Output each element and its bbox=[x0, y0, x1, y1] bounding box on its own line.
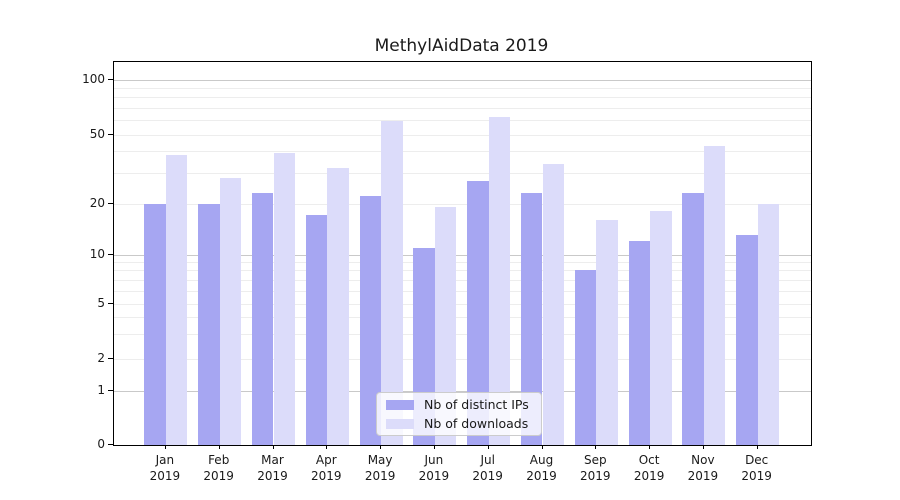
legend-label-distinct-ips: Nb of distinct IPs bbox=[424, 397, 529, 412]
y-tick-mark-50 bbox=[108, 133, 113, 135]
bar-downloads-aug bbox=[542, 163, 565, 445]
gridline-minor-20 bbox=[114, 203, 811, 205]
gridline-minor-60 bbox=[114, 120, 811, 122]
x-tick-mark-may bbox=[380, 445, 382, 449]
y-tick-mark-2 bbox=[108, 357, 113, 359]
bar-distinct-ips-jan bbox=[144, 203, 166, 445]
gridline-major-1 bbox=[114, 391, 811, 392]
plot-area bbox=[113, 61, 812, 446]
x-tick-mark-feb bbox=[218, 445, 220, 449]
x-tick-mark-jul bbox=[487, 445, 489, 449]
legend-swatch-distinct-ips bbox=[386, 399, 414, 410]
bar-downloads-apr bbox=[327, 168, 349, 445]
x-tick-mark-aug bbox=[541, 445, 543, 449]
x-tick-label-sep: Sep 2019 bbox=[580, 453, 611, 483]
gridline-minor-40 bbox=[114, 151, 811, 153]
y-tick-label-1: 1 bbox=[97, 383, 105, 397]
gridline-major-10 bbox=[114, 254, 811, 256]
x-tick-label-oct: Oct 2019 bbox=[633, 453, 665, 483]
gridline-minor-2 bbox=[114, 358, 811, 360]
bar-distinct-ips-mar bbox=[251, 192, 274, 445]
bar-distinct-ips-sep bbox=[574, 270, 597, 445]
gridline-minor-5 bbox=[114, 303, 811, 305]
x-tick-label-aug: Aug 2019 bbox=[526, 453, 557, 483]
gridline-minor-9 bbox=[114, 261, 811, 263]
gridline-minor-70 bbox=[114, 107, 811, 109]
gridline-minor-6 bbox=[114, 290, 811, 292]
x-tick-mark-jun bbox=[433, 445, 435, 449]
gridline-minor-90 bbox=[114, 87, 811, 89]
y-tick-label-100: 100 bbox=[82, 71, 105, 86]
x-tick-mark-mar bbox=[272, 445, 274, 449]
x-tick-label-may: May 2019 bbox=[364, 453, 396, 483]
y-tick-mark-100 bbox=[108, 78, 113, 80]
gridline-minor-3 bbox=[114, 334, 811, 336]
bar-downloads-jul bbox=[488, 117, 511, 445]
y-tick-mark-10 bbox=[108, 253, 113, 255]
x-tick-label-jul: Jul 2019 bbox=[472, 453, 503, 483]
x-tick-label-apr: Apr 2019 bbox=[311, 453, 342, 483]
bar-distinct-ips-dec bbox=[736, 235, 758, 445]
x-tick-label-mar: Mar 2019 bbox=[257, 453, 288, 483]
y-tick-label-20: 20 bbox=[89, 195, 105, 210]
bar-downloads-dec bbox=[757, 203, 780, 445]
bar-downloads-feb bbox=[219, 178, 242, 445]
y-tick-mark-1 bbox=[108, 390, 113, 391]
legend-item-downloads: Nb of downloads bbox=[377, 416, 541, 431]
bar-downloads-may bbox=[381, 121, 403, 445]
x-tick-mark-sep bbox=[595, 445, 597, 449]
chart-title: MethylAidData 2019 bbox=[374, 36, 549, 56]
x-tick-mark-apr bbox=[326, 445, 328, 449]
bar-downloads-mar bbox=[273, 153, 296, 445]
y-tick-label-0: 0 bbox=[97, 437, 105, 451]
bar-downloads-jan bbox=[165, 155, 188, 445]
bar-distinct-ips-may bbox=[359, 196, 382, 445]
x-tick-label-nov: Nov 2019 bbox=[687, 453, 719, 483]
bar-downloads-oct bbox=[650, 211, 672, 445]
bar-distinct-ips-oct bbox=[628, 241, 651, 445]
y-tick-label-2: 2 bbox=[97, 350, 105, 365]
bar-downloads-sep bbox=[596, 219, 618, 445]
y-tick-label-10: 10 bbox=[89, 246, 105, 261]
y-tick-mark-0 bbox=[108, 444, 113, 445]
gridline-minor-50 bbox=[114, 134, 811, 136]
x-tick-mark-dec bbox=[756, 445, 758, 449]
bar-downloads-jun bbox=[434, 207, 457, 445]
x-tick-mark-oct bbox=[649, 445, 651, 449]
gridline-minor-7 bbox=[114, 279, 811, 281]
legend-item-distinct-ips: Nb of distinct IPs bbox=[377, 397, 541, 412]
x-tick-mark-nov bbox=[702, 445, 704, 449]
x-tick-mark-jan bbox=[164, 445, 166, 449]
x-tick-label-dec: Dec 2019 bbox=[741, 453, 772, 483]
bar-distinct-ips-nov bbox=[682, 192, 704, 445]
x-tick-label-jan: Jan 2019 bbox=[149, 453, 181, 483]
bar-distinct-ips-apr bbox=[305, 215, 328, 445]
y-tick-label-5: 5 bbox=[97, 295, 105, 310]
bar-distinct-ips-jul bbox=[467, 180, 489, 445]
legend-swatch-downloads bbox=[386, 418, 414, 429]
bar-downloads-nov bbox=[703, 145, 726, 445]
y-tick-label-50: 50 bbox=[89, 126, 105, 141]
x-tick-label-jun: Jun 2019 bbox=[418, 453, 450, 483]
gridline-minor-4 bbox=[114, 316, 811, 318]
y-tick-mark-5 bbox=[108, 302, 113, 304]
x-tick-label-feb: Feb 2019 bbox=[203, 453, 234, 483]
legend: Nb of distinct IPs Nb of downloads bbox=[376, 392, 542, 436]
gridline-minor-30 bbox=[114, 172, 811, 174]
gridline-minor-8 bbox=[114, 270, 811, 272]
y-tick-mark-20 bbox=[108, 202, 113, 204]
bar-distinct-ips-aug bbox=[520, 192, 543, 445]
bar-distinct-ips-feb bbox=[198, 203, 220, 445]
gridline-major-100 bbox=[114, 79, 811, 81]
legend-label-downloads: Nb of downloads bbox=[424, 416, 529, 431]
gridline-minor-80 bbox=[114, 97, 811, 99]
